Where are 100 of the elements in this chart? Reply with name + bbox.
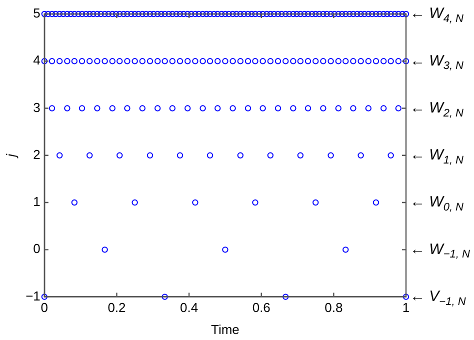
point	[380, 58, 387, 64]
point	[252, 58, 258, 64]
point	[267, 58, 274, 64]
point	[402, 294, 410, 300]
y-tick-label: 2	[33, 146, 40, 162]
x-axis-title: Time	[211, 322, 240, 337]
point	[252, 199, 258, 206]
x-tick-label: 0.2	[108, 300, 126, 316]
point	[102, 246, 108, 253]
x-tick-label: 0.8	[324, 300, 343, 316]
point	[48, 58, 56, 64]
point	[214, 105, 221, 112]
point	[304, 105, 312, 112]
point	[350, 58, 356, 64]
point	[64, 58, 70, 64]
point	[192, 58, 198, 64]
point	[320, 58, 326, 64]
point	[402, 58, 410, 64]
point	[222, 246, 228, 253]
point	[169, 58, 176, 64]
point	[372, 58, 380, 64]
y-axis-title: j	[3, 152, 18, 159]
x-tick-label: 0.6	[252, 300, 270, 316]
point	[94, 105, 100, 112]
point	[162, 294, 168, 300]
point	[358, 58, 364, 64]
point	[282, 58, 289, 64]
point	[222, 58, 228, 64]
point	[109, 105, 116, 112]
point	[372, 199, 380, 206]
point	[146, 152, 154, 158]
point	[395, 105, 402, 112]
point	[395, 58, 402, 64]
point	[184, 105, 191, 112]
point	[78, 105, 86, 112]
point	[41, 58, 48, 64]
point	[365, 58, 372, 64]
point	[312, 58, 319, 64]
point	[274, 105, 282, 112]
point	[56, 152, 63, 158]
point	[388, 58, 394, 64]
point	[162, 58, 168, 64]
point	[200, 105, 206, 112]
point	[86, 152, 93, 158]
point	[78, 58, 86, 64]
point	[244, 58, 252, 64]
point	[86, 58, 93, 64]
point	[132, 58, 138, 64]
point	[290, 105, 296, 112]
y-tick-label: 4	[33, 52, 40, 68]
y-tick-label: 5	[33, 6, 40, 21]
point	[320, 105, 326, 112]
point	[184, 58, 191, 64]
y-tick-label: −1	[26, 288, 40, 304]
point	[41, 294, 48, 300]
point	[176, 58, 184, 64]
point	[297, 58, 304, 64]
point	[290, 58, 296, 64]
point	[116, 58, 123, 64]
point	[102, 58, 108, 64]
point	[297, 152, 304, 158]
point	[237, 58, 244, 64]
point	[260, 105, 266, 112]
y-tick-label: 1	[33, 194, 40, 210]
point	[328, 152, 334, 158]
point	[230, 105, 236, 112]
point	[342, 58, 349, 64]
point	[388, 152, 394, 158]
point	[358, 152, 364, 158]
point	[132, 199, 138, 206]
point	[94, 58, 100, 64]
point	[124, 105, 130, 112]
point	[48, 105, 56, 112]
point	[244, 105, 252, 112]
point	[139, 105, 146, 112]
point	[230, 58, 236, 64]
point	[146, 58, 154, 64]
point	[206, 58, 214, 64]
point	[342, 246, 349, 253]
point	[335, 105, 342, 112]
point	[312, 199, 319, 206]
point	[328, 58, 334, 64]
point	[154, 105, 161, 112]
point	[176, 152, 184, 158]
point	[139, 58, 146, 64]
point	[192, 199, 198, 206]
point	[335, 58, 342, 64]
point	[64, 105, 70, 112]
point	[116, 152, 123, 158]
point	[267, 152, 274, 158]
point	[109, 58, 116, 64]
x-tick-label: 0.4	[180, 300, 198, 316]
point	[124, 58, 130, 64]
point	[237, 152, 244, 158]
point	[304, 58, 312, 64]
point	[260, 58, 266, 64]
point	[274, 58, 282, 64]
point	[71, 58, 78, 64]
point	[350, 105, 356, 112]
point	[71, 199, 78, 206]
